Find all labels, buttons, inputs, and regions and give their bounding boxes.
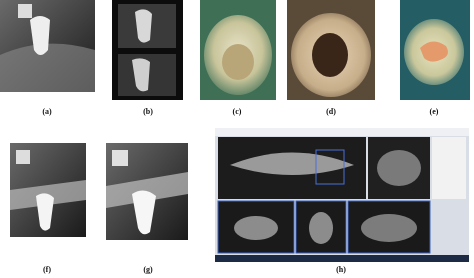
panel-label: (g) bbox=[143, 265, 153, 274]
panel-label: (e) bbox=[430, 107, 439, 116]
panel-e-image bbox=[400, 0, 470, 100]
panel-h-image bbox=[215, 128, 469, 262]
panel-label: (d) bbox=[326, 107, 336, 116]
panel-label: (a) bbox=[42, 107, 52, 116]
panel-a-image bbox=[0, 0, 95, 92]
panel-d-image bbox=[287, 0, 375, 100]
panel-c-image bbox=[200, 0, 276, 100]
panel-label: (c) bbox=[233, 107, 242, 116]
panel-label: (h) bbox=[336, 265, 346, 274]
panel-f-image bbox=[10, 143, 86, 237]
panel-label: (f) bbox=[43, 265, 51, 274]
panel-g-image bbox=[106, 143, 188, 240]
panel-b-image bbox=[112, 0, 183, 100]
panel-label: (b) bbox=[143, 107, 153, 116]
